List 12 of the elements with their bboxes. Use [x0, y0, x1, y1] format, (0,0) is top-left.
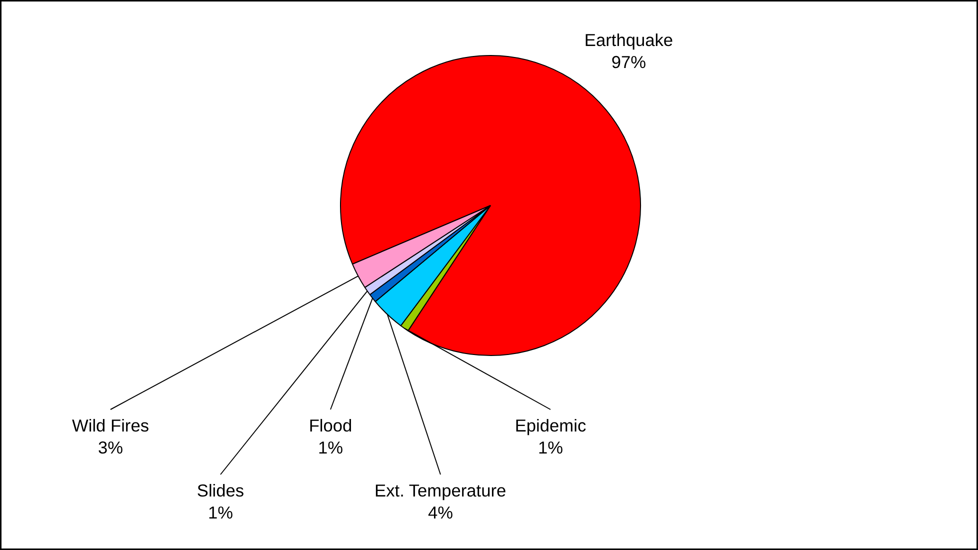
data-label: 1% — [208, 502, 234, 522]
data-label: 97% — [611, 52, 646, 72]
data-label: 4% — [428, 502, 454, 522]
slice-label: Slides — [196, 480, 244, 500]
slice-label: Wild Fires — [72, 416, 150, 436]
slice-label: Flood — [308, 416, 352, 436]
data-label: 3% — [98, 438, 124, 458]
data-label: 1% — [538, 438, 564, 458]
slice-label: Epidemic — [514, 416, 586, 436]
slice-label: Earthquake — [584, 30, 674, 50]
slice-label: Ext. Temperature — [374, 480, 506, 500]
data-label: 1% — [318, 438, 344, 458]
